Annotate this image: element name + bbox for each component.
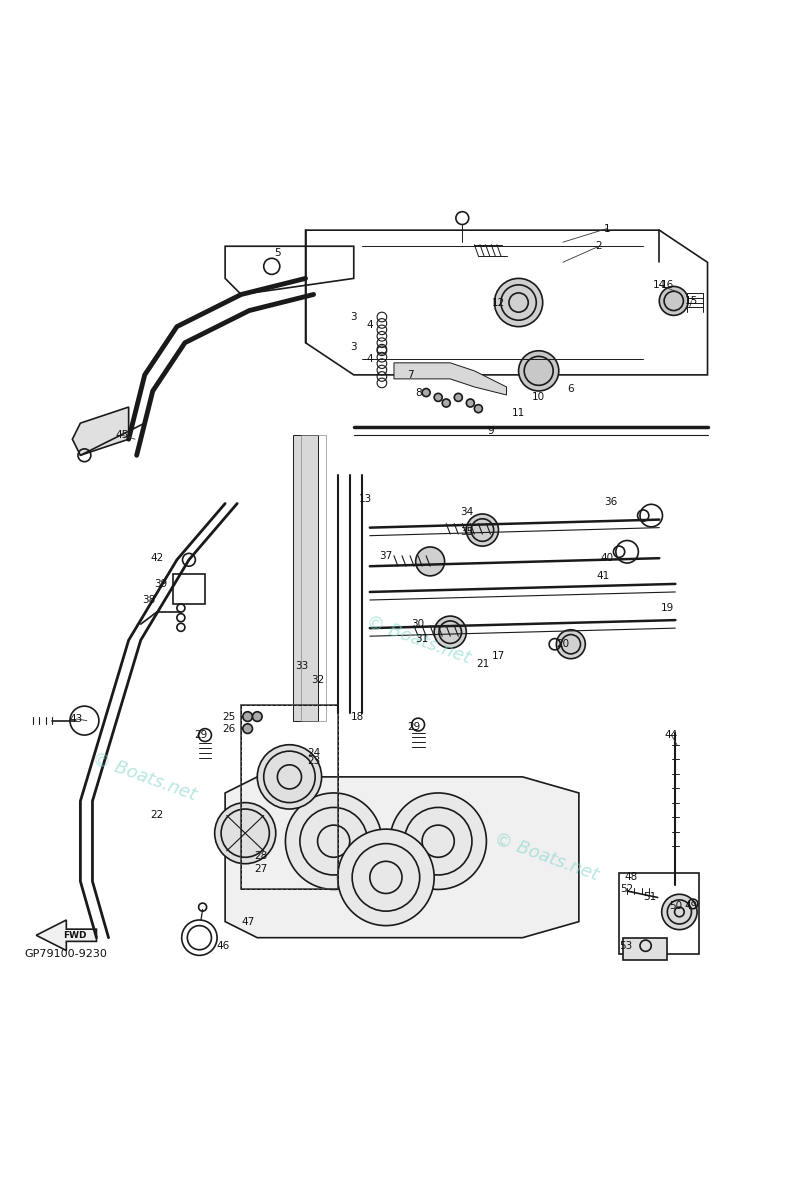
Circle shape [243,712,252,721]
Text: 23: 23 [307,756,320,766]
Circle shape [466,398,474,407]
Text: 51: 51 [642,893,655,902]
Text: 43: 43 [70,714,83,724]
Polygon shape [393,362,506,395]
Polygon shape [72,407,128,455]
Text: 30: 30 [411,619,424,629]
Text: 13: 13 [359,494,372,504]
Text: 4: 4 [366,354,373,364]
Circle shape [434,616,466,648]
Text: 48: 48 [624,872,637,882]
Circle shape [415,547,444,576]
Circle shape [518,350,558,391]
Circle shape [389,793,486,889]
Text: 11: 11 [512,408,524,419]
Text: 46: 46 [217,941,230,950]
Circle shape [494,278,542,326]
Text: 12: 12 [491,298,504,307]
Text: 7: 7 [406,370,413,380]
Text: 45: 45 [116,430,128,440]
Text: 5: 5 [274,247,280,258]
Text: 44: 44 [664,730,677,740]
Text: 2: 2 [595,241,601,251]
Text: 33: 33 [295,661,308,671]
Circle shape [214,803,275,864]
Text: 53: 53 [618,941,631,950]
Circle shape [422,389,430,396]
Circle shape [658,287,687,316]
Text: 8: 8 [414,388,421,397]
Text: 24: 24 [307,748,320,757]
Text: 32: 32 [311,676,324,685]
Circle shape [474,404,482,413]
Text: 3: 3 [350,312,357,322]
Text: 27: 27 [255,864,267,875]
Text: 26: 26 [222,724,235,733]
Text: GP79100-9230: GP79100-9230 [24,949,107,959]
Circle shape [454,394,462,402]
Text: 15: 15 [684,296,697,306]
Text: 1: 1 [603,223,609,234]
Text: 25: 25 [222,712,235,721]
Text: 19: 19 [660,604,673,613]
Text: 21: 21 [475,659,488,670]
Text: 6: 6 [567,384,573,395]
Text: 49: 49 [684,900,697,911]
Text: 42: 42 [150,553,163,563]
Polygon shape [36,920,96,950]
Text: 47: 47 [241,917,254,926]
Circle shape [466,514,498,546]
Circle shape [661,894,696,930]
Text: © Boats.net: © Boats.net [491,830,601,884]
Text: 34: 34 [459,506,472,516]
Circle shape [243,724,252,733]
Text: 16: 16 [660,280,673,290]
Text: 4: 4 [366,320,373,330]
Text: © Boats.net: © Boats.net [363,613,472,667]
Text: 35: 35 [459,527,472,536]
Text: 22: 22 [150,810,163,821]
Polygon shape [293,436,317,720]
Text: 10: 10 [532,392,544,402]
Text: FWD: FWD [63,931,87,940]
Circle shape [442,398,450,407]
Circle shape [556,630,585,659]
Circle shape [257,745,321,809]
Text: 50: 50 [668,900,681,911]
Text: © Boats.net: © Boats.net [90,750,199,804]
Text: 14: 14 [652,280,665,290]
Text: 40: 40 [600,553,613,563]
Circle shape [252,712,262,721]
Text: 36: 36 [604,497,617,506]
Text: 3: 3 [350,342,357,352]
Text: 17: 17 [491,652,504,661]
Text: 20: 20 [556,640,569,649]
Text: 29: 29 [407,722,420,732]
Bar [622,937,666,960]
Text: 9: 9 [487,426,493,436]
Text: 37: 37 [379,551,392,560]
Text: 39: 39 [154,578,167,589]
Text: 41: 41 [596,571,609,581]
Circle shape [337,829,434,925]
Polygon shape [225,776,578,937]
Circle shape [285,793,381,889]
Text: 52: 52 [620,884,633,894]
Text: 28: 28 [255,851,267,860]
Text: 29: 29 [194,730,207,740]
Circle shape [434,394,442,402]
Text: 31: 31 [415,634,428,643]
Text: 18: 18 [351,712,364,721]
Text: 38: 38 [142,595,155,605]
